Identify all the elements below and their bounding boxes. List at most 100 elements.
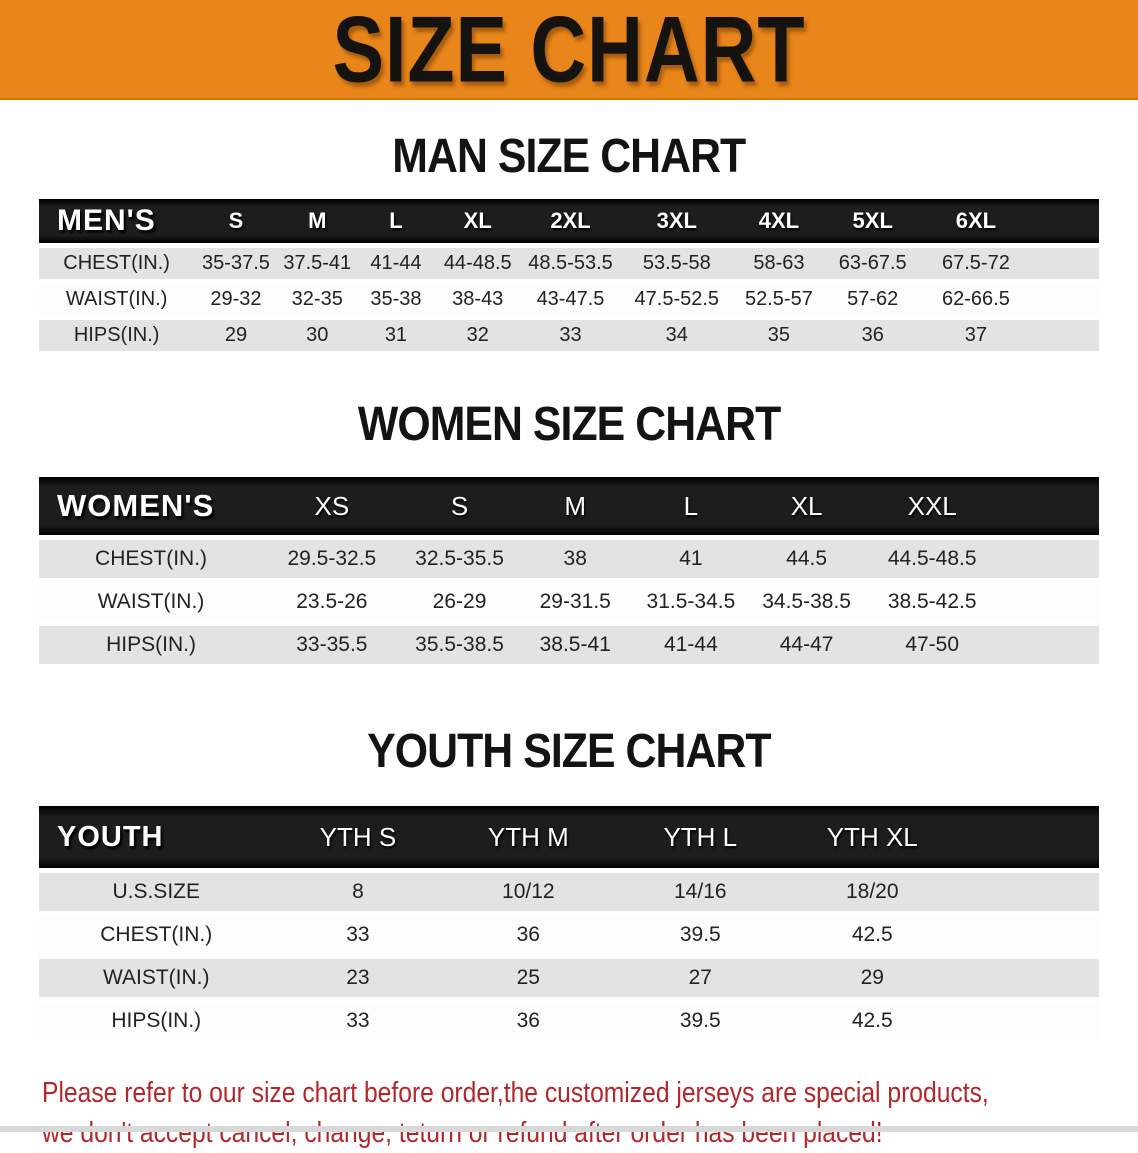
size-value-cell: 43-47.5	[520, 284, 621, 315]
size-chart-sections: MAN SIZE CHART MEN'S S M L XL 2XL 3XL 4XL 5XL 6XL…	[0, 128, 1138, 1045]
size-value-cell: 33	[273, 1002, 443, 1040]
spacer-cell	[958, 806, 1099, 868]
spacer-cell	[1031, 248, 1099, 279]
size-value-cell: 27	[614, 959, 787, 997]
size-value-cell: 29-31.5	[518, 583, 633, 621]
spacer-cell	[1000, 477, 1099, 535]
size-value-cell: 31.5-34.5	[632, 583, 750, 621]
banner: SIZE CHART	[0, 0, 1138, 101]
size-value-cell: 33-35.5	[263, 626, 401, 664]
size-value-cell: 63-67.5	[824, 248, 921, 279]
size-value-cell: 32	[435, 320, 521, 351]
table-title-cell: WOMEN'S	[39, 477, 264, 535]
size-value-cell: 32-35	[277, 284, 357, 315]
size-value-cell: 30	[277, 320, 357, 351]
section-heading: WOMEN SIZE CHART	[0, 395, 1138, 451]
size-header-cell: 2XL	[520, 199, 621, 243]
size-value-cell: 39.5	[614, 916, 787, 954]
size-header-cell: 6XL	[920, 199, 1032, 243]
size-value-cell: 33	[273, 916, 443, 954]
size-value-cell: 44-47	[749, 626, 864, 664]
size-value-cell: 26-29	[400, 583, 519, 621]
size-header-cell: 5XL	[824, 199, 921, 243]
spacer-cell	[1031, 320, 1099, 351]
table-row: HIPS(IN.) 33-35.5 35.5-38.5 38.5-41 41-44 44-…	[39, 626, 1099, 664]
size-value-cell: 14/16	[614, 873, 787, 911]
table-title-cell: MEN'S	[39, 199, 195, 243]
spacer-cell	[1031, 199, 1099, 243]
size-header-cell: 4XL	[733, 199, 825, 243]
size-value-cell: 34.5-38.5	[749, 583, 864, 621]
size-value-cell: 36	[824, 320, 921, 351]
table-row: WAIST(IN.) 23 25 27 29	[39, 959, 1099, 997]
size-value-cell: 44-48.5	[435, 248, 521, 279]
spacer-cell	[1000, 626, 1099, 664]
size-value-cell: 35-38	[356, 284, 436, 315]
size-header-cell: M	[518, 477, 633, 535]
row-label-cell: CHEST(IN.)	[39, 916, 274, 954]
size-value-cell: 47-50	[863, 626, 1001, 664]
size-value-cell: 25	[442, 959, 615, 997]
spacer-cell	[958, 873, 1099, 911]
section-heading-text: WOMEN SIZE CHART	[357, 395, 781, 451]
row-label-cell: CHEST(IN.)	[39, 540, 264, 578]
size-header-cell: XS	[263, 477, 401, 535]
size-value-cell: 29	[194, 320, 278, 351]
table-header-row: YOUTH YTH S YTH M YTH L YTH XL	[39, 806, 1099, 868]
size-value-cell: 29.5-32.5	[263, 540, 401, 578]
size-table: MEN'S S M L XL 2XL 3XL 4XL 5XL 6XL CHEST(IN.) 35-3…	[39, 194, 1099, 356]
size-header-cell: 3XL	[620, 199, 734, 243]
table-row: HIPS(IN.) 33 36 39.5 42.5	[39, 1002, 1099, 1040]
size-value-cell: 44.5-48.5	[863, 540, 1001, 578]
size-header-cell: S	[194, 199, 278, 243]
size-value-cell: 41-44	[632, 626, 750, 664]
size-header-cell: YTH M	[442, 806, 615, 868]
size-value-cell: 8	[273, 873, 443, 911]
size-value-cell: 36	[442, 916, 615, 954]
table-title-cell: YOUTH	[39, 806, 274, 868]
row-label-cell: WAIST(IN.)	[39, 959, 274, 997]
size-value-cell: 39.5	[614, 1002, 787, 1040]
size-header-cell: S	[400, 477, 519, 535]
size-table: YOUTH YTH S YTH M YTH L YTH XL U.S.SIZE 8 10/1…	[39, 801, 1099, 1045]
size-value-cell: 32.5-35.5	[400, 540, 519, 578]
disclaimer-line-1: Please refer to our size chart before or…	[42, 1077, 989, 1109]
size-value-cell: 34	[620, 320, 734, 351]
row-label-cell: WAIST(IN.)	[39, 284, 195, 315]
row-label-cell: U.S.SIZE	[39, 873, 274, 911]
row-label-cell: WAIST(IN.)	[39, 583, 264, 621]
disclaimer: Please refer to our size chart before or…	[42, 1073, 1138, 1153]
size-value-cell: 38.5-42.5	[863, 583, 1001, 621]
size-header-cell: XL	[435, 199, 521, 243]
size-value-cell: 48.5-53.5	[520, 248, 621, 279]
bottom-divider	[0, 1126, 1138, 1132]
size-value-cell: 58-63	[733, 248, 825, 279]
size-value-cell: 52.5-57	[733, 284, 825, 315]
section-heading: YOUTH SIZE CHART	[0, 723, 1138, 778]
size-value-cell: 29	[786, 959, 959, 997]
size-value-cell: 35	[733, 320, 825, 351]
size-chart-section: WOMEN SIZE CHART WOMEN'S XS S M L XL XXL CHEST…	[0, 396, 1138, 669]
spacer-cell	[958, 916, 1099, 954]
table-header-row: MEN'S S M L XL 2XL 3XL 4XL 5XL 6XL	[39, 199, 1099, 243]
size-value-cell: 37.5-41	[277, 248, 357, 279]
table-row: U.S.SIZE 8 10/12 14/16 18/20	[39, 873, 1099, 911]
size-value-cell: 53.5-58	[620, 248, 734, 279]
size-value-cell: 37	[920, 320, 1032, 351]
size-value-cell: 41	[632, 540, 750, 578]
spacer-cell	[1000, 583, 1099, 621]
size-value-cell: 41-44	[356, 248, 436, 279]
table-row: CHEST(IN.) 29.5-32.5 32.5-35.5 38 41 44.5 44.5…	[39, 540, 1099, 578]
size-value-cell: 62-66.5	[920, 284, 1032, 315]
size-value-cell: 42.5	[786, 916, 959, 954]
size-header-cell: M	[277, 199, 357, 243]
size-header-cell: L	[632, 477, 750, 535]
row-label-cell: CHEST(IN.)	[39, 248, 195, 279]
size-value-cell: 38-43	[435, 284, 521, 315]
size-header-cell: YTH XL	[786, 806, 959, 868]
spacer-cell	[958, 1002, 1099, 1040]
size-header-cell: YTH S	[273, 806, 443, 868]
table-row: CHEST(IN.) 35-37.5 37.5-41 41-44 44-48.5 48.5…	[39, 248, 1099, 279]
size-value-cell: 35-37.5	[194, 248, 278, 279]
